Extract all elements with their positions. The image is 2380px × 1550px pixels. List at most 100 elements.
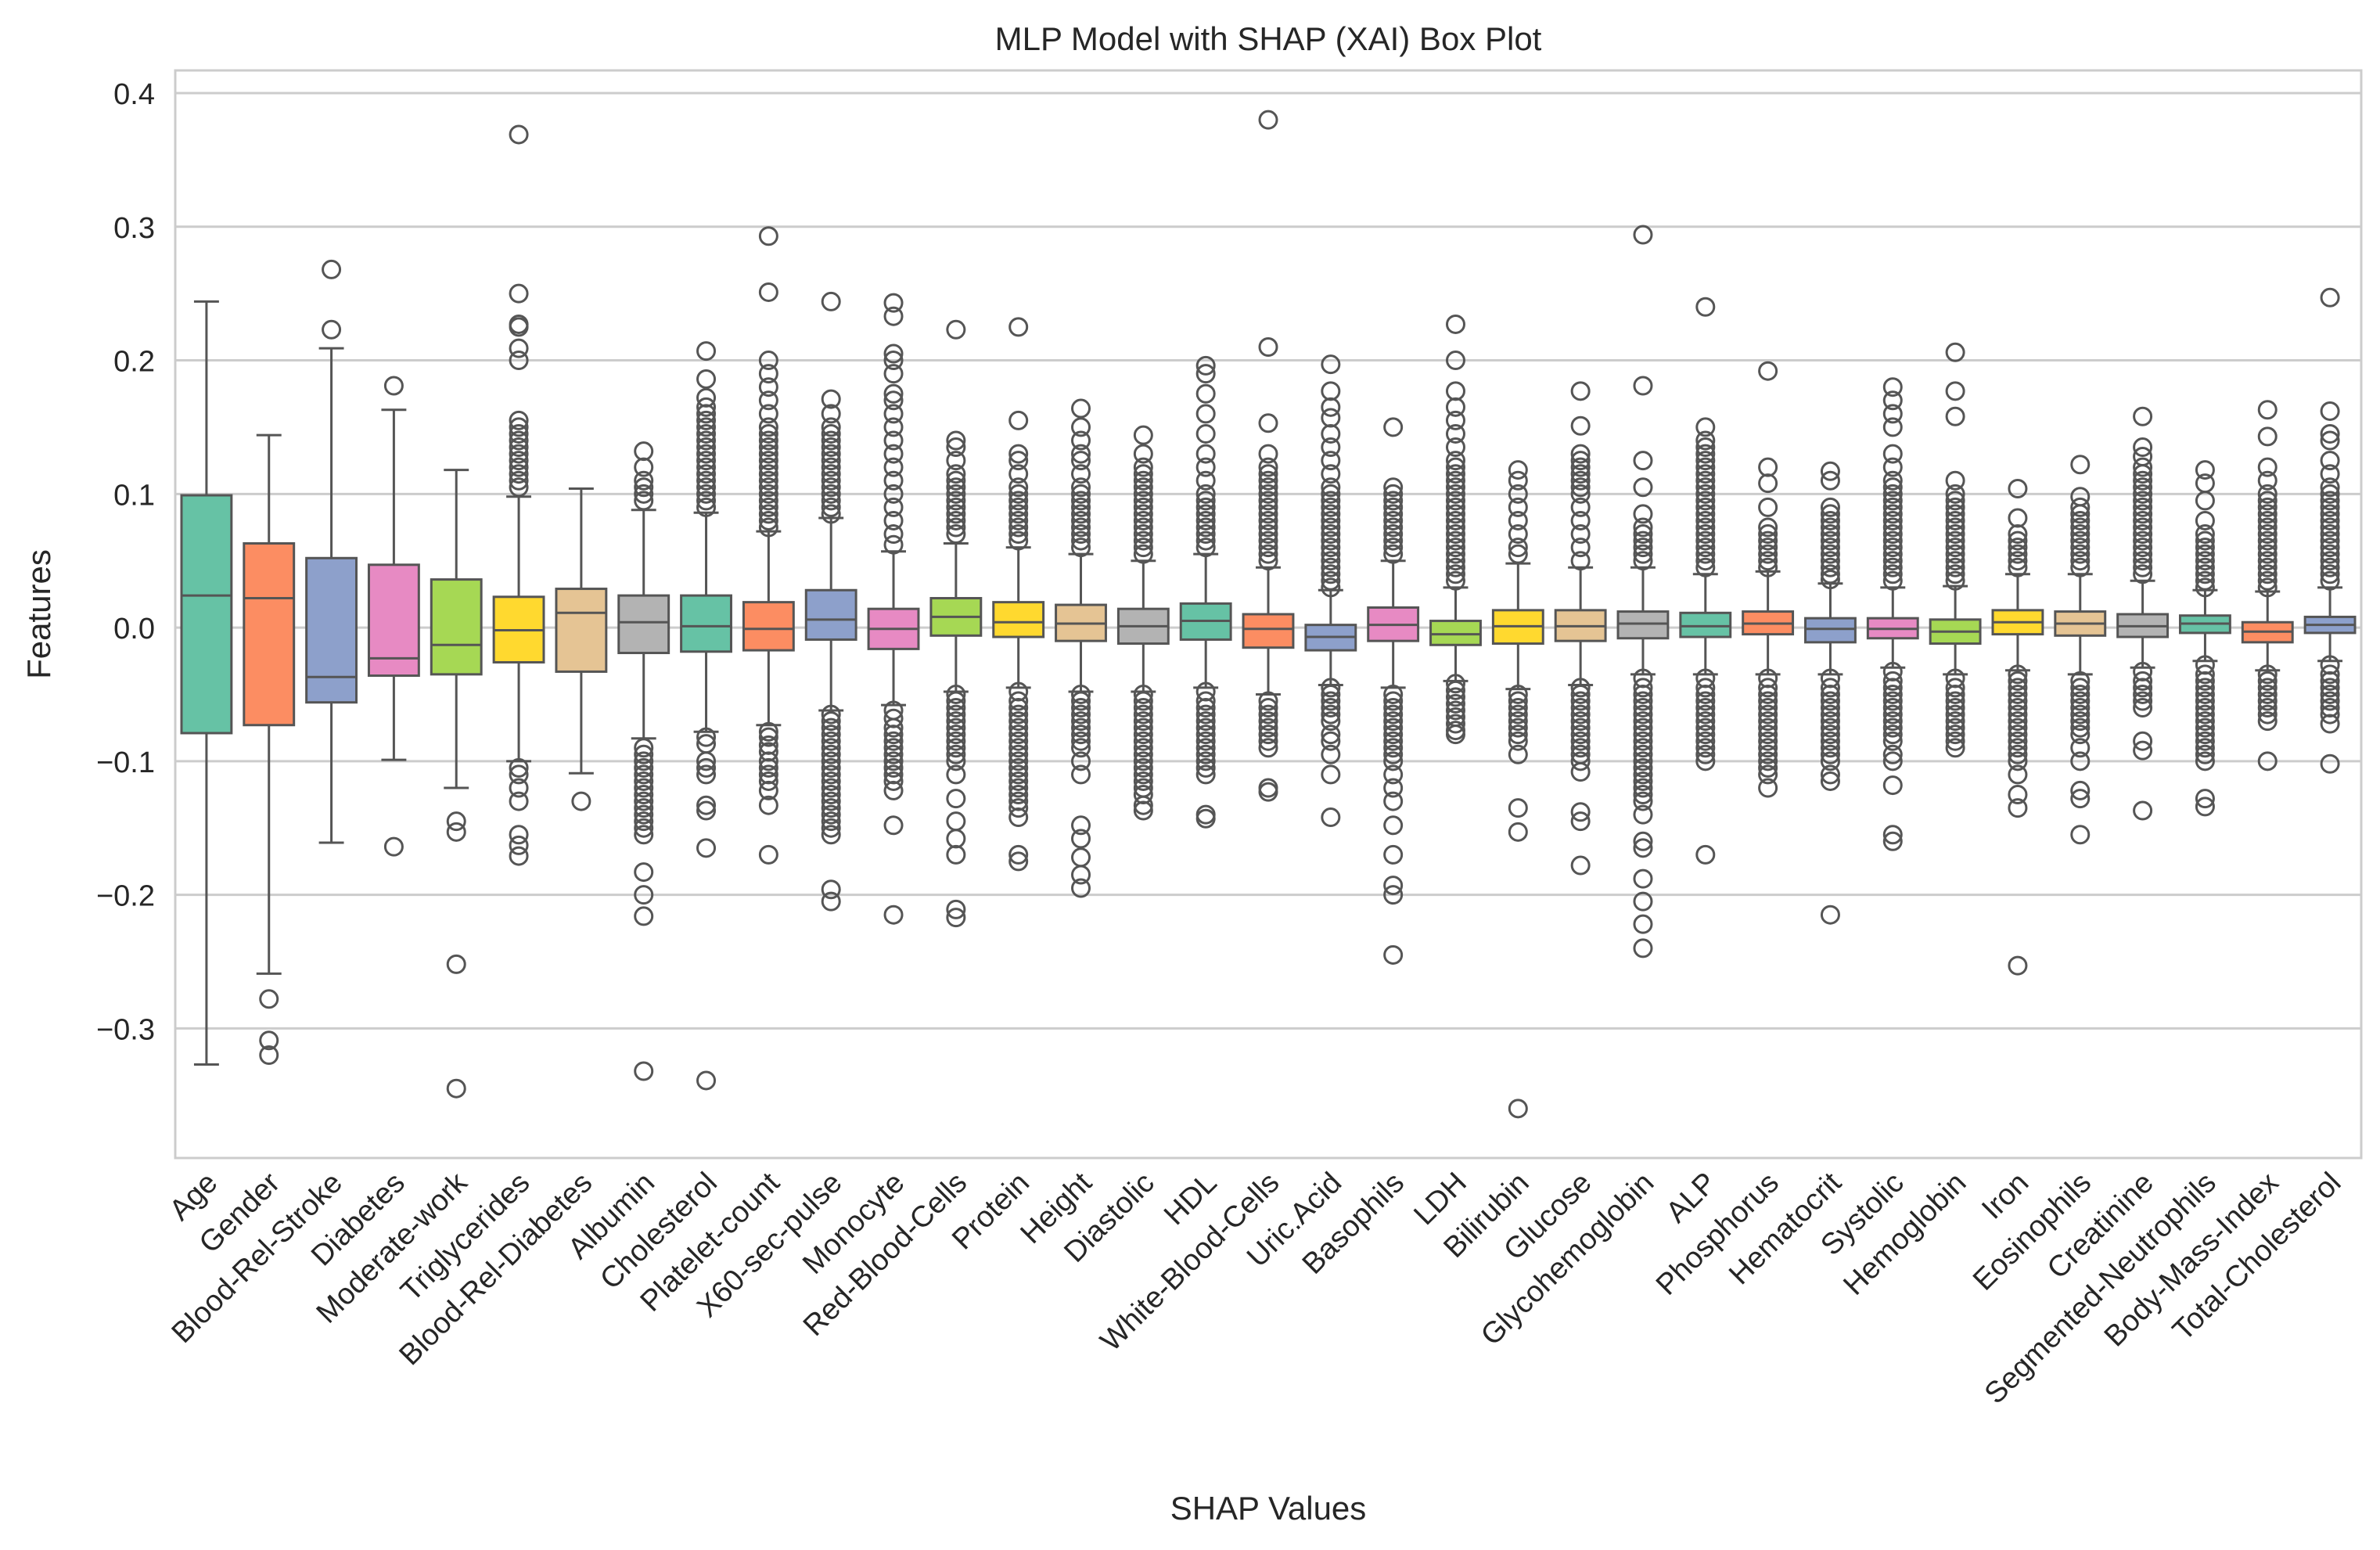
outlier-point [696, 470, 717, 491]
outlier-point [2133, 678, 2153, 698]
outlier-point [1445, 524, 1465, 545]
outlier-point [1133, 725, 1153, 745]
outlier-point [946, 725, 966, 745]
outlier-point [1071, 684, 1091, 704]
outlier-point [2320, 510, 2340, 530]
outlier-point [1445, 557, 1465, 577]
outlier-point [1820, 725, 1840, 745]
outlier-point [1758, 684, 1778, 704]
outlier-point [1695, 497, 1716, 517]
box-iqr [742, 601, 795, 652]
outlier-point [1570, 551, 1591, 571]
outlier-point [1758, 544, 1778, 564]
outlier-point [2195, 671, 2215, 691]
outlier-point [821, 451, 841, 471]
outlier-point [446, 822, 466, 842]
box-red-blood-cells [929, 319, 983, 928]
outlier-point [1133, 464, 1153, 484]
outlier-point [1008, 444, 1029, 464]
outlier-point [2133, 437, 2153, 458]
outlier-point [1383, 484, 1404, 504]
outlier-point [1321, 725, 1341, 745]
outlier-point [1258, 464, 1278, 484]
outlier-point [821, 818, 841, 838]
outlier-point [2070, 517, 2091, 538]
outlier-point [1820, 771, 1840, 791]
outlier-point [259, 1030, 279, 1051]
outlier-point [1195, 444, 1216, 464]
outlier-point [1695, 744, 1716, 764]
outlier-point [1258, 510, 1278, 530]
outlier-point [2070, 738, 2091, 758]
outlier-point [2133, 457, 2153, 477]
outlier-point [1633, 544, 1653, 564]
outlier-point [1820, 461, 1840, 481]
box-blood-rel-diabetes [555, 487, 608, 811]
box-height [1055, 398, 1107, 898]
outlier-point [1945, 551, 1965, 571]
outlier-point [2257, 664, 2278, 685]
outlier-point [1820, 517, 1840, 538]
outlier-point [1258, 530, 1278, 551]
outlier-point [2320, 544, 2340, 564]
outlier-point [1071, 815, 1091, 836]
outlier-point [696, 341, 717, 361]
outlier-point [1258, 504, 1278, 524]
outlier-point [1383, 544, 1404, 564]
outlier-point [2008, 717, 2028, 738]
outlier-point [2320, 538, 2340, 558]
outlier-point [509, 124, 529, 145]
outlier-point [1133, 504, 1153, 524]
outlier-point [1383, 764, 1404, 785]
outlier-point [1321, 564, 1341, 584]
outlier-point [1071, 711, 1091, 732]
outlier-point [883, 904, 904, 925]
outlier-point [1633, 451, 1653, 471]
outlier-point [1882, 711, 1903, 732]
outlier-point [1195, 504, 1216, 524]
outlier-point [1321, 698, 1341, 718]
outlier-point [2195, 570, 2215, 591]
outlier-point [758, 417, 778, 437]
outlier-point [1508, 711, 1528, 732]
outlier-point [696, 757, 717, 778]
box-basophils [1367, 417, 1420, 965]
outlier-point [1195, 457, 1216, 477]
outlier-point [1508, 538, 1528, 558]
outlier-point [1133, 470, 1153, 491]
outlier-point [821, 791, 841, 811]
outlier-point [1383, 791, 1404, 811]
outlier-point [1071, 731, 1091, 751]
outlier-point [1071, 484, 1091, 504]
outlier-point [1195, 725, 1216, 745]
outlier-point [1133, 698, 1153, 718]
outlier-point [1508, 798, 1528, 818]
outlier-point [2195, 691, 2215, 711]
outlier-point [2257, 704, 2278, 725]
outlier-point [2008, 678, 2028, 698]
outlier-point [1882, 491, 1903, 511]
outlier-point [696, 1070, 717, 1091]
outlier-point [1071, 530, 1091, 551]
outlier-point [1633, 538, 1653, 558]
outlier-point [821, 891, 841, 912]
outlier-point [1195, 538, 1216, 558]
outlier-point [1133, 691, 1153, 711]
outlier-point [883, 757, 904, 778]
outlier-point [821, 464, 841, 484]
outlier-point [1695, 678, 1716, 698]
outlier-point [1383, 497, 1404, 517]
outlier-point [1008, 517, 1029, 538]
outlier-point [821, 738, 841, 758]
outlier-point [2008, 478, 2028, 498]
outlier-point [2070, 524, 2091, 545]
outlier-point [2133, 800, 2153, 821]
outlier-point [1383, 876, 1404, 896]
y-tick-label-3: 0.0 [113, 613, 155, 646]
outlier-point [2070, 717, 2091, 738]
outlier-point [1945, 738, 1965, 758]
outlier-point [1445, 477, 1465, 498]
outlier-point [1258, 110, 1278, 130]
outlier-point [1695, 704, 1716, 725]
